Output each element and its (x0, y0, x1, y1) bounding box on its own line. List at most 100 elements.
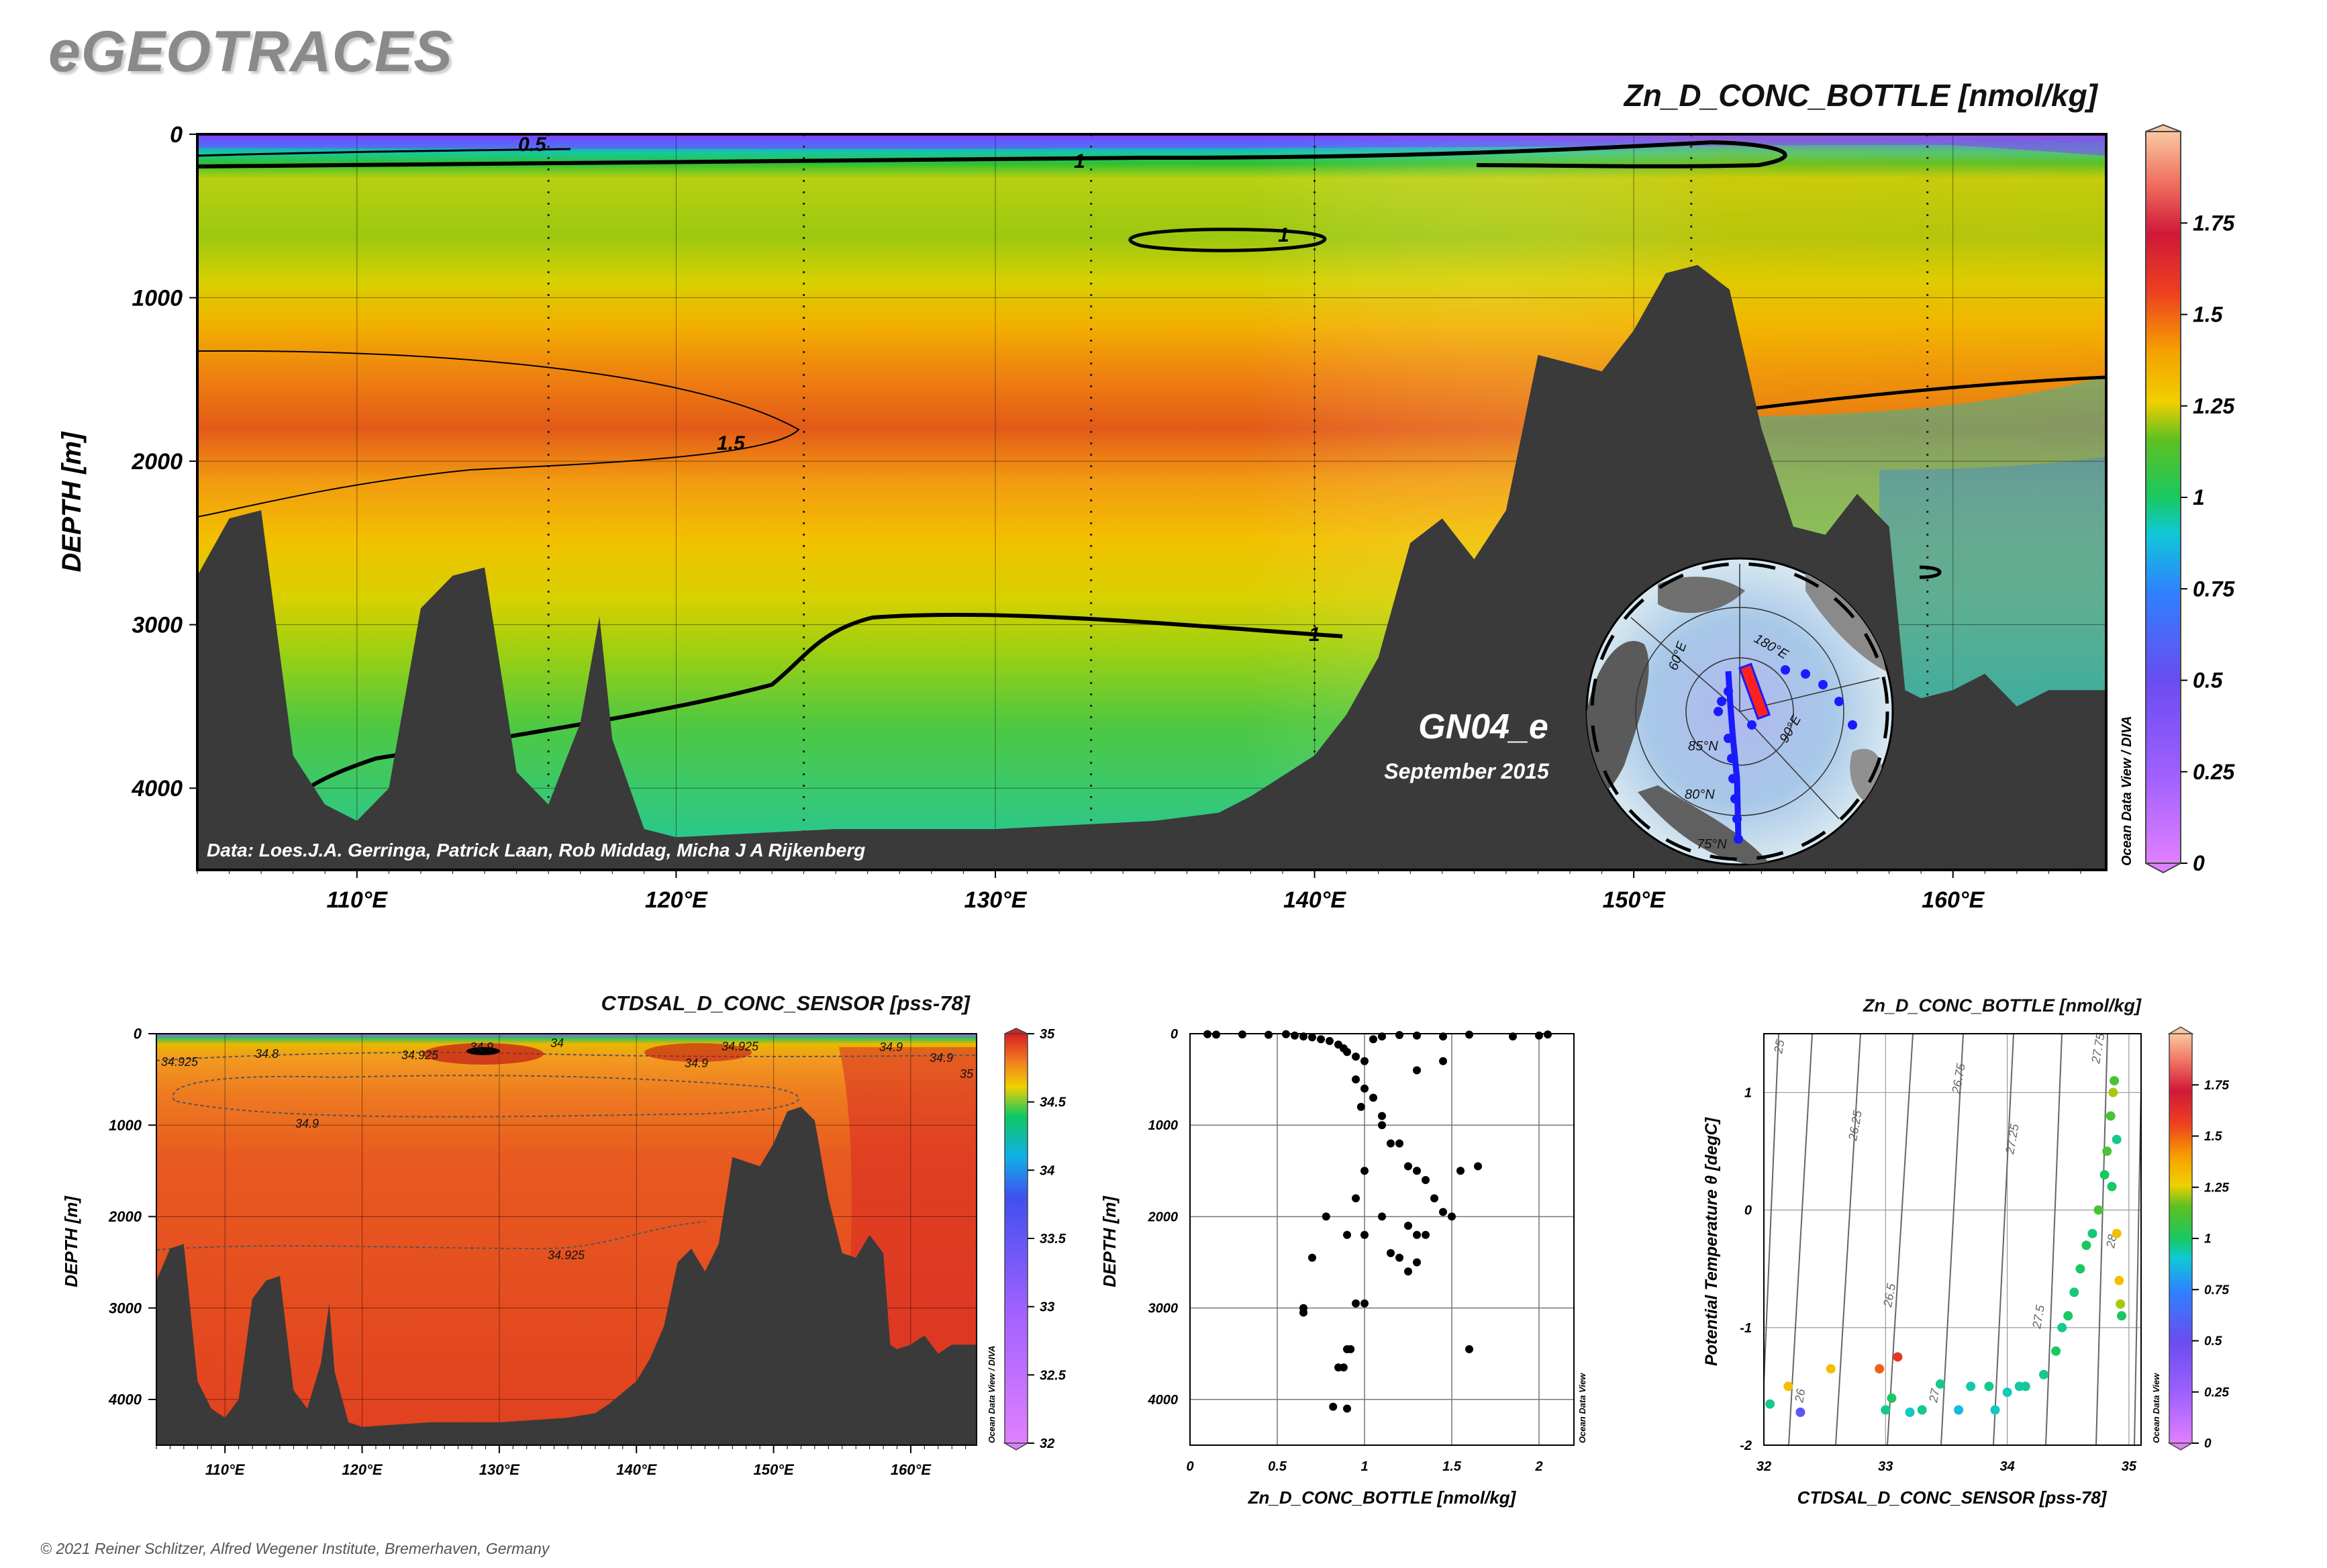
y-tick-label: 0 (1744, 1204, 1752, 1218)
data-point (1395, 1139, 1403, 1148)
contour-label: 1 (1309, 624, 1320, 646)
data-point (1212, 1030, 1220, 1039)
main-title: Zn_D_CONC_BOTTLE [nmol/kg] (1623, 78, 2099, 113)
contour-1-east-small (1919, 565, 1942, 579)
y-tick-label: 1000 (132, 285, 183, 311)
data-point (2116, 1299, 2126, 1309)
x-tick-label: 34 (1999, 1459, 2014, 1474)
contour-label: 34 (550, 1036, 564, 1050)
map-station (1834, 697, 1844, 706)
profile-ylabel: DEPTH [m] (1099, 1195, 1120, 1287)
data-point (1369, 1093, 1377, 1102)
y-tick-label: 1 (1744, 1086, 1752, 1101)
data-point (2051, 1346, 2061, 1356)
data-point (1352, 1075, 1360, 1084)
data-point (1509, 1032, 1517, 1041)
map-station (1818, 680, 1828, 689)
map-label: 75°N (1697, 837, 1727, 852)
main-section-plot: Zn_D_CONC_BOTTLE [nmol/kg] (57, 78, 2235, 913)
y-tick-label: 1000 (109, 1117, 142, 1134)
y-tick-label: 3000 (109, 1300, 142, 1316)
salinity-contour (156, 1221, 705, 1251)
x-tick-label: 0 (1186, 1459, 1193, 1474)
colorbar-tick-label: 0.25 (2204, 1385, 2229, 1400)
data-point (2117, 1311, 2126, 1321)
profile-plot-area (1190, 1034, 1574, 1445)
colorbar-tick-label: 0.5 (2193, 669, 2224, 693)
y-tick-label: 3000 (132, 613, 183, 638)
data-point (1413, 1066, 1421, 1075)
x-tick-label: 0.5 (1268, 1459, 1287, 1474)
data-point (1360, 1230, 1369, 1239)
data-point (2069, 1287, 2079, 1297)
data-point (1875, 1364, 1885, 1374)
data-point (1329, 1402, 1338, 1411)
data-point (1826, 1364, 1836, 1374)
data-point (2087, 1228, 2097, 1238)
ts-title: Zn_D_CONC_BOTTLE [nmol/kg] (1863, 995, 2142, 1016)
y-tick-label: 2000 (131, 449, 183, 475)
colorbar-side-label: Ocean Data View / DIVA (2120, 716, 2134, 866)
contour-label: 34.925 (722, 1040, 759, 1053)
profile-side-label: Ocean Data View (1577, 1373, 1587, 1443)
ts-colorbar-ticks: 0 0.25 0.5 0.75 1 1.25 1.5 1.75 (2192, 1079, 2229, 1451)
colorbar-arrow-bottom (2145, 863, 2181, 874)
colorbar-tick-label: 1 (2204, 1232, 2212, 1246)
isopycnal-label: 26 (1792, 1387, 1808, 1404)
colorbar-arrow-bottom (2167, 1442, 2194, 1451)
profile-xlabel: Zn_D_CONC_BOTTLE [nmol/kg] (1248, 1487, 1517, 1508)
data-point (1352, 1052, 1360, 1061)
data-point (1378, 1121, 1386, 1130)
map-track (1725, 671, 1742, 840)
colorbar-tick-label: 1.5 (2204, 1130, 2222, 1144)
data-point (1308, 1253, 1316, 1262)
contour-label: 34.9 (295, 1117, 319, 1130)
data-point (1413, 1031, 1421, 1040)
inset-map-land (1638, 785, 1772, 865)
data-point (1404, 1222, 1412, 1230)
data-point (1422, 1230, 1430, 1239)
data-point (2075, 1264, 2085, 1274)
colorbar-tick-label: 33.5 (1040, 1232, 1067, 1246)
data-point (1387, 1248, 1395, 1257)
data-point (1238, 1030, 1246, 1039)
data-point (2102, 1146, 2112, 1157)
x-tick-label: 150°E (753, 1461, 795, 1478)
data-point (1765, 1399, 1775, 1409)
data-point (1474, 1162, 1482, 1171)
salinity-ylabel: DEPTH [m] (61, 1195, 81, 1287)
x-tick-label: 110°E (327, 887, 389, 913)
data-point (1448, 1212, 1456, 1221)
colorbar-side-label: Ocean Data View (2151, 1373, 2161, 1443)
x-tick-label: 110°E (205, 1461, 246, 1478)
map-station (1801, 669, 1810, 679)
data-point (1881, 1405, 1891, 1415)
data-point (1387, 1139, 1395, 1148)
ts-axes: 32 33 34 35 -2 -1 0 1 (1740, 1086, 2137, 1474)
ts-points (1765, 1076, 2126, 1417)
data-point (1966, 1381, 1976, 1391)
inset-map-land (1658, 577, 1745, 614)
contour-1.5 (197, 350, 800, 518)
salinity-section-plot: CTDSAL_D_CONC_SENSOR [pss-78] 34.8 34 34… (61, 991, 1067, 1478)
main-field-lowest-east (1879, 456, 2106, 738)
isopycnal (1887, 1033, 1914, 1446)
data-point (1360, 1084, 1369, 1093)
data-point (2002, 1387, 2012, 1398)
data-point (1308, 1033, 1316, 1042)
y-tick-label: -1 (1740, 1321, 1752, 1336)
data-point (1395, 1253, 1403, 1262)
isopycnal (1993, 1033, 2014, 1446)
y-tick-label: 4000 (108, 1391, 142, 1408)
data-point (1935, 1379, 1945, 1389)
inset-map-land (1587, 640, 1649, 793)
salinity-bathymetry (156, 1107, 977, 1445)
map-station (1714, 707, 1723, 716)
main-frame (196, 133, 2108, 871)
inset-map-meridian (1739, 711, 1840, 820)
contour-1-upper (197, 140, 1787, 168)
data-point (1439, 1208, 1447, 1216)
main-axes: 110°E 120°E 130°E 140°E 150°E 160°E 0 1000 2000 3… (131, 122, 2081, 913)
main-contour-labels: 0.5 1 1 1 1.5 (518, 134, 1320, 646)
x-tick-label: 140°E (1283, 887, 1346, 913)
